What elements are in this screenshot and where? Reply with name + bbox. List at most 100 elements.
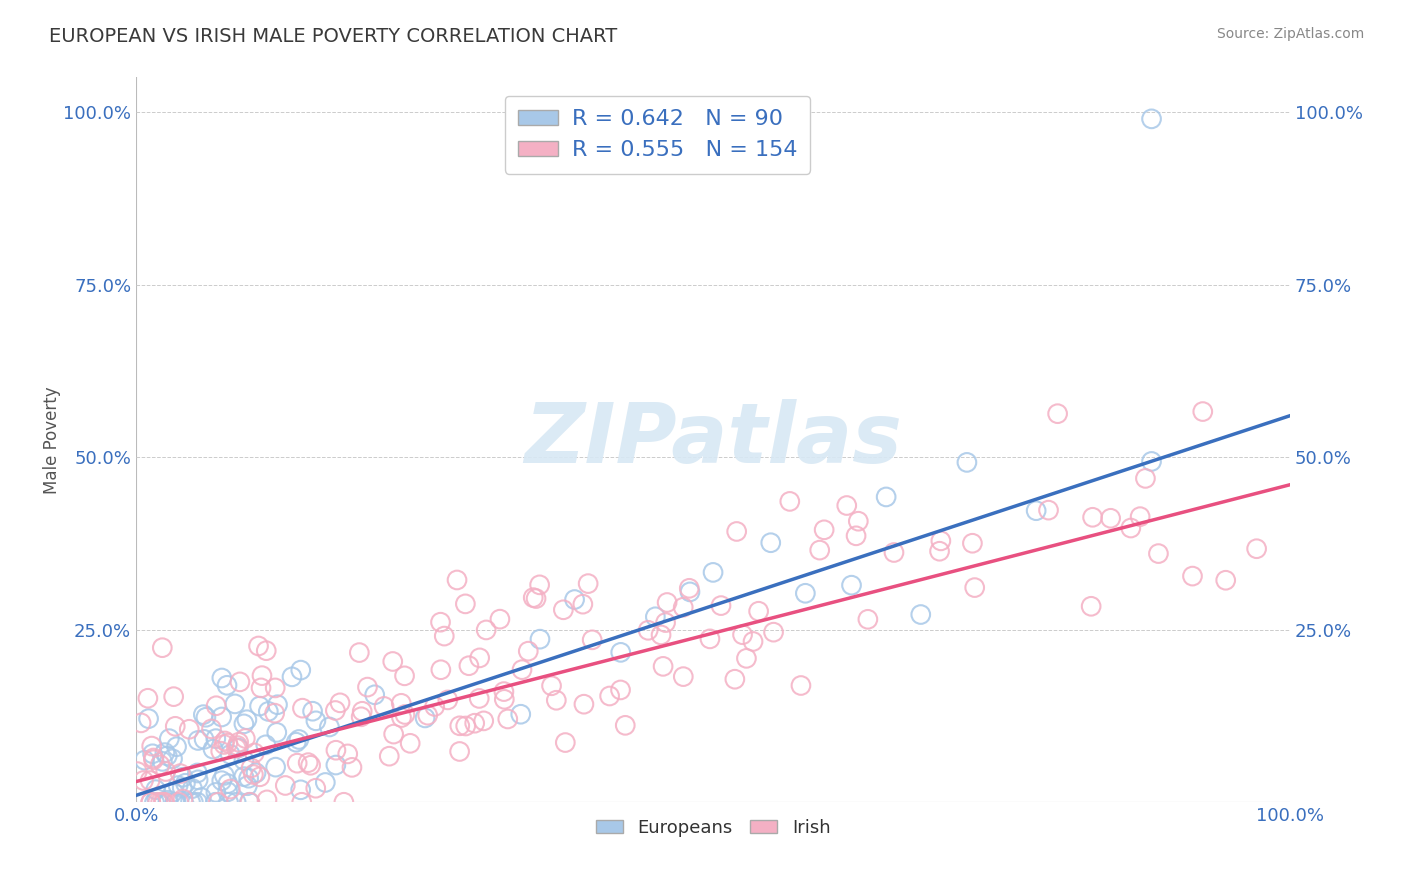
Point [146,795,169,809]
Point [845,529,868,543]
Point [190,790,212,805]
Point [139,773,162,788]
Point [725,524,748,539]
Point [576,576,599,591]
Point [281,670,304,684]
Point [325,704,347,718]
Point [529,632,551,647]
Point [285,756,308,771]
Point [134,753,156,767]
Point [446,573,468,587]
Point [1080,599,1102,614]
Point [204,731,226,746]
Point [141,739,163,753]
Point [233,753,256,767]
Point [301,704,323,718]
Point [193,732,215,747]
Point [333,795,356,809]
Point [186,766,208,780]
Point [710,599,733,613]
Point [429,615,451,630]
Point [152,795,174,809]
Point [179,723,201,737]
Point [652,659,675,673]
Point [553,603,575,617]
Point [209,744,232,758]
Point [211,773,233,788]
Point [219,782,242,797]
Point [554,735,576,749]
Point [167,795,190,809]
Point [572,697,595,711]
Point [157,731,180,746]
Point [382,727,405,741]
Point [731,628,754,642]
Point [211,671,233,685]
Point [215,678,238,692]
Point [285,735,308,749]
Point [249,770,271,784]
Point [146,791,169,805]
Point [325,758,347,772]
Point [416,708,439,723]
Point [672,670,695,684]
Point [1046,407,1069,421]
Point [654,615,676,630]
Point [183,795,205,809]
Point [457,658,479,673]
Point [172,780,194,795]
Point [167,779,190,793]
Point [841,578,863,592]
Point [129,715,152,730]
Point [232,770,254,784]
Point [297,756,319,770]
Point [152,755,174,769]
Point [274,779,297,793]
Point [305,714,328,728]
Point [599,689,621,703]
Point [572,597,595,611]
Point [394,707,416,722]
Point [305,781,328,796]
Point [644,609,666,624]
Point [546,693,568,707]
Point [200,722,222,736]
Point [349,646,371,660]
Point [149,795,172,809]
Point [475,623,498,637]
Point [228,741,250,756]
Point [449,719,471,733]
Point [214,768,236,782]
Point [186,795,208,809]
Point [266,698,288,712]
Point [808,543,831,558]
Point [204,795,226,809]
Point [378,749,401,764]
Point [399,736,422,750]
Point [153,795,176,809]
Point [238,771,260,785]
Point [464,716,486,731]
Point [846,514,869,528]
Point [212,738,235,752]
Point [139,795,162,809]
Point [219,747,242,762]
Point [224,697,246,711]
Point [157,793,180,807]
Point [205,698,228,713]
Point [468,691,491,706]
Point [264,681,287,695]
Point [356,680,378,694]
Point [254,738,277,752]
Point [162,752,184,766]
Point [179,795,201,809]
Point [226,739,249,753]
Point [672,600,695,615]
Point [509,707,531,722]
Point [724,672,747,686]
Point [236,713,259,727]
Point [702,566,724,580]
Point [214,734,236,748]
Point [250,681,273,695]
Point [142,753,165,767]
